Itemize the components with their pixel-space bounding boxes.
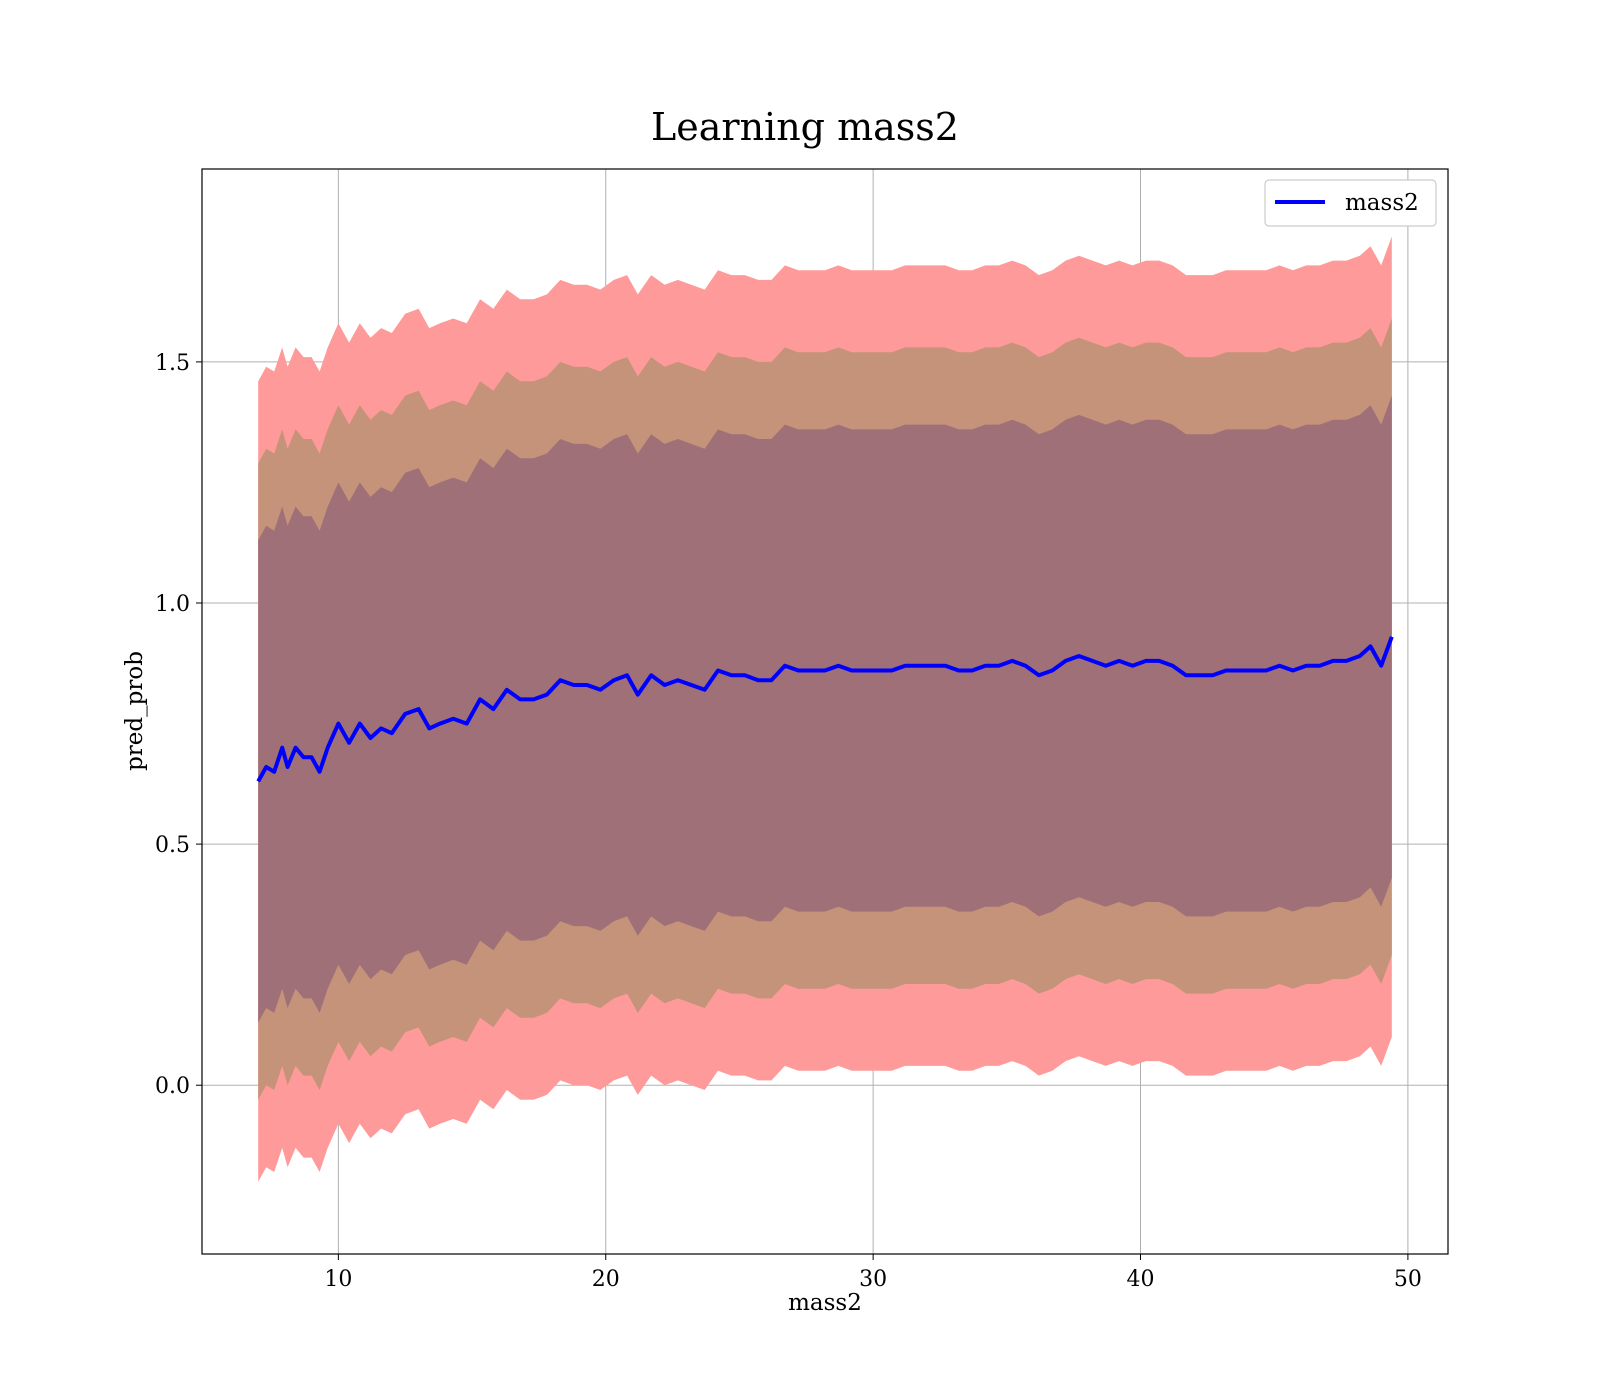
- series-line-mass2: [256, 636, 1394, 783]
- x-tick-label: 10: [324, 1267, 352, 1292]
- confidence-bands: [258, 236, 1392, 1182]
- y-tick-label: 0.5: [155, 833, 190, 858]
- y-axis-label: pred_prob: [122, 651, 148, 771]
- y-tick-label: 0.0: [155, 1074, 190, 1099]
- y-tick-label: 1.0: [155, 592, 190, 617]
- legend-box: [1264, 179, 1437, 227]
- x-tick-label: 50: [1394, 1267, 1422, 1292]
- chart-title: Learning mass2: [651, 105, 959, 149]
- series-lines: [256, 636, 1394, 783]
- y-tick-label: 1.5: [155, 351, 190, 376]
- band-inner: [258, 395, 1392, 1023]
- x-tick-label: 30: [859, 1267, 887, 1292]
- x-tick-label: 40: [1127, 1267, 1155, 1292]
- legend-label-mass2: mass2: [1345, 190, 1419, 216]
- axis-ticks: 10 20 30 40 50 0.0 0.5 1.0 1.5: [155, 351, 1422, 1292]
- x-axis-label: mass2: [788, 1290, 862, 1316]
- plot-frame: [201, 168, 1449, 1255]
- legend: mass2: [1264, 179, 1437, 227]
- x-tick-label: 20: [592, 1267, 620, 1292]
